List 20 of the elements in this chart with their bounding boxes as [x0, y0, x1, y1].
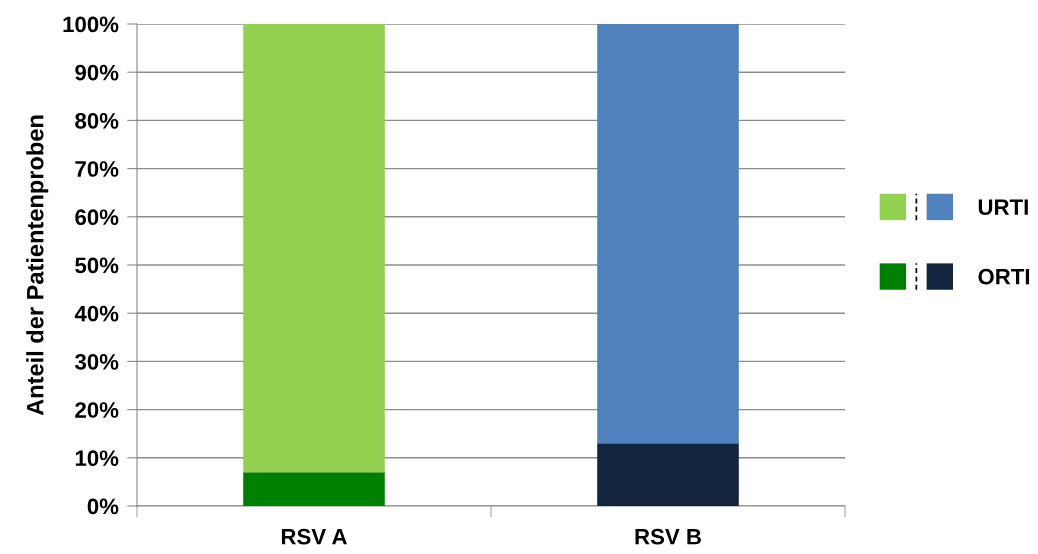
y-tick-label: 30%: [74, 353, 119, 370]
legend-label: ORTI: [978, 268, 1030, 285]
x-tick-label: RSV A: [281, 528, 347, 545]
bar: [597, 443, 739, 506]
y-tick-label: 20%: [75, 402, 119, 418]
y-tick-label: 40%: [74, 305, 119, 322]
bar: [597, 24, 739, 444]
y-tick-label: 50%: [75, 257, 119, 274]
bar: [243, 24, 385, 473]
y-axis-title: Anteil der Patientenproben: [26, 115, 49, 416]
y-tick-label: 0%: [87, 498, 119, 515]
y-tick-label: 100%: [63, 16, 119, 33]
x-tick-label: RSV B: [635, 528, 701, 545]
y-tick-label: 70%: [75, 161, 119, 177]
y-tick-label: 80%: [75, 112, 119, 129]
y-tick-label: 10%: [75, 450, 119, 467]
y-tick-label: 90%: [75, 64, 119, 81]
legend-label: URTI: [978, 199, 1028, 215]
bar: [243, 472, 385, 506]
y-tick-label: 60%: [75, 209, 119, 226]
